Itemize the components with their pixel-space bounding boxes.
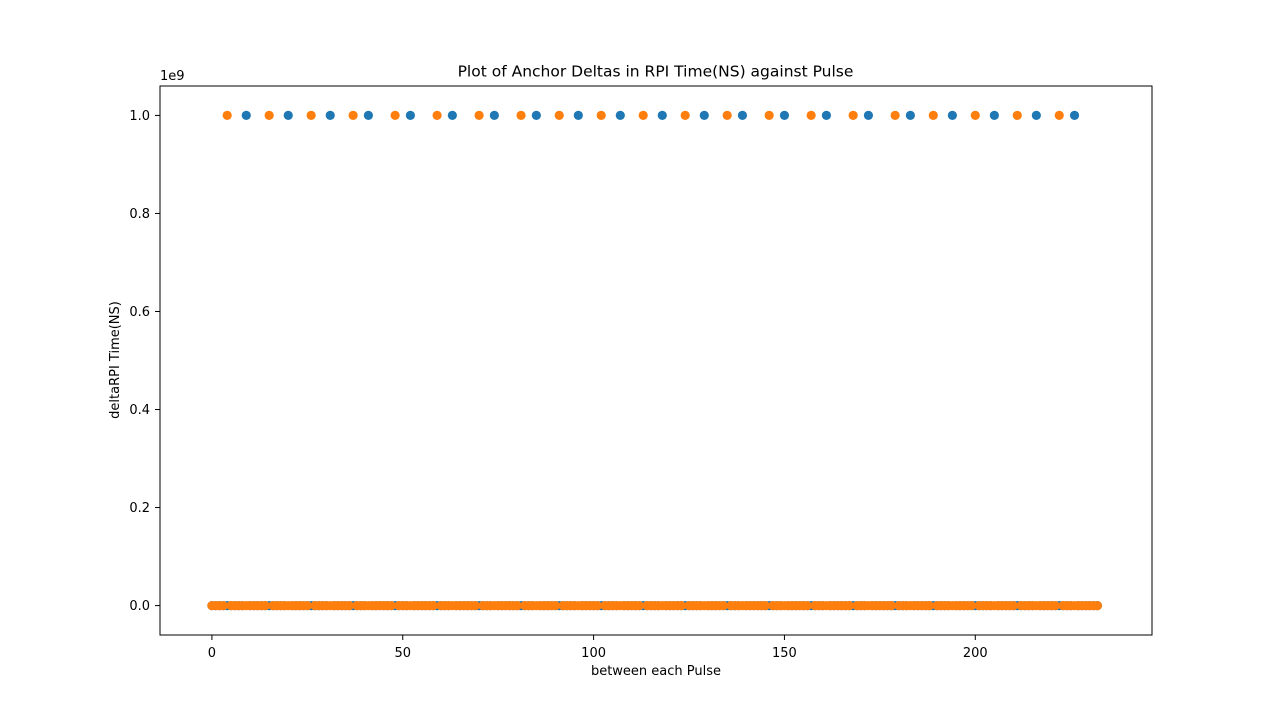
x-tick-label: 0 xyxy=(208,646,216,661)
data-point xyxy=(1008,600,1019,611)
data-point-high xyxy=(905,110,915,121)
plot-frame xyxy=(159,85,1153,636)
y-tick-label: 0.0 xyxy=(129,599,150,614)
x-tick-label: 50 xyxy=(394,646,411,661)
data-point xyxy=(550,600,561,611)
data-point xyxy=(512,600,522,611)
data-point-high xyxy=(806,110,816,121)
data-point xyxy=(386,600,396,611)
data-point-high xyxy=(928,110,938,121)
data-point-high xyxy=(348,110,358,121)
data-point xyxy=(470,600,480,611)
data-point-high xyxy=(1054,110,1064,121)
y-axis-offset-text: 1e9 xyxy=(160,69,185,84)
data-point-high xyxy=(680,110,690,121)
x-axis-label: between each Pulse xyxy=(591,664,721,679)
data-point-high xyxy=(306,110,316,121)
data-point xyxy=(260,600,270,611)
x-tick-label: 150 xyxy=(772,646,797,661)
data-point xyxy=(966,600,977,611)
data-point-high xyxy=(989,110,999,121)
data-point xyxy=(802,600,812,611)
y-tick-label: 1.0 xyxy=(129,109,150,124)
data-point-high xyxy=(764,110,774,121)
data-point-high xyxy=(970,110,980,121)
data-point-high xyxy=(474,110,484,121)
data-point xyxy=(1050,600,1061,611)
chart-title: Plot of Anchor Deltas in RPI Time(NS) ag… xyxy=(458,63,854,81)
data-point-high xyxy=(848,110,858,121)
data-point-high xyxy=(737,110,748,121)
data-point-high xyxy=(638,110,648,121)
data-point-high xyxy=(390,110,400,121)
data-point xyxy=(592,600,603,611)
x-axis-ticks: 0 50 100 150 200 xyxy=(208,635,988,661)
y-tick-label: 0.4 xyxy=(129,403,150,418)
data-point xyxy=(428,600,438,611)
data-point-high xyxy=(405,110,415,121)
data-point-high xyxy=(325,110,335,121)
data-point-high xyxy=(516,110,526,121)
data-point xyxy=(924,600,935,611)
data-point-high xyxy=(283,110,293,121)
data-point xyxy=(760,600,770,611)
data-point-high xyxy=(1012,110,1022,121)
data-point-high xyxy=(222,110,232,121)
data-point-high xyxy=(264,110,274,121)
y-tick-label: 0.2 xyxy=(129,501,150,516)
data-point-high xyxy=(489,110,499,121)
data-point-high xyxy=(1069,110,1080,121)
data-point-high xyxy=(363,110,373,121)
data-point-high xyxy=(241,110,251,121)
x-tick-label: 200 xyxy=(963,646,988,661)
data-point-high xyxy=(432,110,442,121)
data-point xyxy=(718,600,728,611)
data-point-high xyxy=(1031,110,1041,121)
data-point-high xyxy=(821,110,832,121)
data-point xyxy=(634,600,645,611)
data-point-high xyxy=(596,110,606,121)
series-0 xyxy=(207,110,1103,611)
data-point xyxy=(344,600,354,611)
data-point xyxy=(218,600,228,611)
data-point-high xyxy=(657,110,667,121)
data-point-high xyxy=(699,110,709,121)
data-point-high xyxy=(947,110,957,121)
data-points-layer xyxy=(207,110,1103,611)
data-point-high xyxy=(722,110,732,121)
data-point xyxy=(844,600,854,611)
data-point-high xyxy=(890,110,900,121)
y-axis-ticks: 0.0 0.2 0.4 0.6 0.8 1.0 xyxy=(129,109,160,614)
data-point-high xyxy=(554,110,564,121)
data-point-high xyxy=(779,110,790,121)
data-point-high xyxy=(863,110,874,121)
y-axis-label: deltaRPI Time(NS) xyxy=(108,301,123,419)
x-tick-label: 100 xyxy=(581,646,606,661)
series-1 xyxy=(207,110,1103,611)
data-point xyxy=(302,600,312,611)
data-point xyxy=(886,600,896,611)
y-tick-label: 0.8 xyxy=(129,207,150,222)
data-point-high xyxy=(447,110,457,121)
data-point xyxy=(676,600,686,611)
data-point xyxy=(1092,600,1103,611)
y-tick-label: 0.6 xyxy=(129,305,150,320)
data-point-high xyxy=(531,110,541,121)
data-point-high xyxy=(615,110,625,121)
data-point-high xyxy=(573,110,583,121)
